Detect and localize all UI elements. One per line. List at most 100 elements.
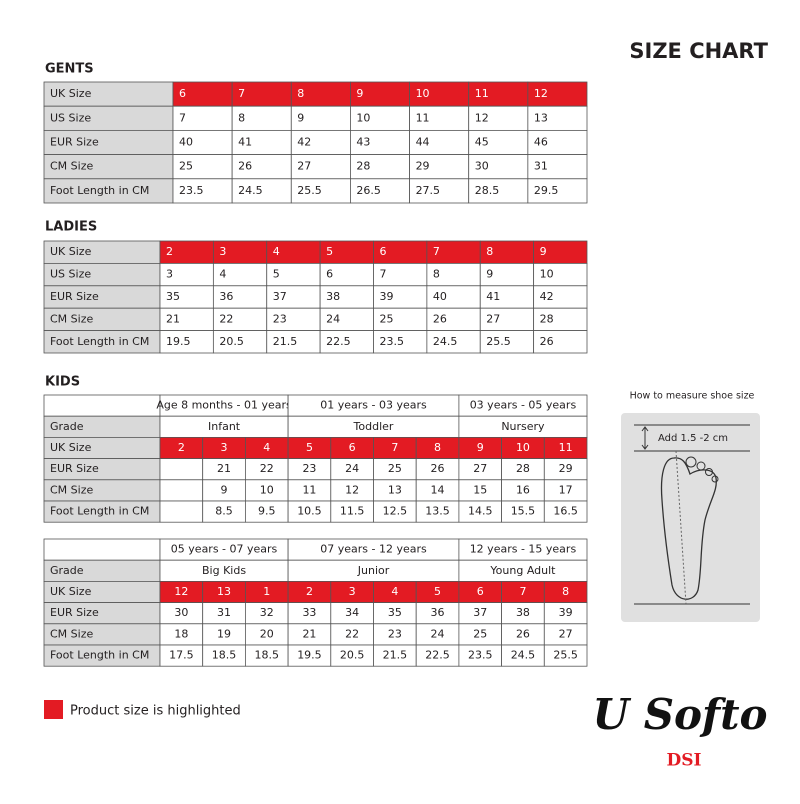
cell-text: 26 — [516, 627, 530, 640]
cell-text: 24 — [326, 312, 340, 325]
cell-text: 18 — [174, 627, 188, 640]
cell-text: 27 — [486, 312, 500, 325]
table-cell — [172, 129, 233, 155]
cell-text: CM Size — [50, 483, 93, 496]
cell-text: 03 years - 05 years — [470, 399, 577, 412]
cell-text: 25.5 — [486, 335, 511, 348]
cell-text: 6 — [349, 441, 356, 454]
cell-text: 12 — [475, 111, 489, 124]
cell-text: 41 — [238, 136, 252, 149]
table-cell — [172, 105, 233, 131]
cell-text: 23 — [388, 627, 402, 640]
cell-text: 6 — [179, 87, 186, 100]
cell-text: 9.5 — [258, 505, 276, 518]
cell-text: 18.5 — [255, 649, 280, 662]
cell-text: Grade — [50, 564, 84, 577]
cell-text: 16.5 — [553, 505, 578, 518]
cell-text: 21.5 — [273, 335, 298, 348]
cell-text: 8 — [297, 87, 304, 100]
cell-text: 21 — [217, 462, 231, 475]
cell-text: 25.5 — [553, 649, 578, 662]
table-cell — [468, 178, 529, 204]
table-cell — [543, 500, 588, 523]
cell-text: 28 — [356, 160, 370, 173]
cell-text: Toddler — [353, 420, 394, 433]
table-cell — [231, 178, 292, 204]
table-cell — [468, 105, 529, 131]
cell-text: CM Size — [50, 160, 93, 173]
cell-text: 39 — [559, 606, 573, 619]
page-title: SIZE CHART — [629, 39, 768, 63]
cell-text: 16 — [516, 483, 530, 496]
cell-text: 10 — [356, 111, 370, 124]
table-cell — [409, 81, 470, 107]
cell-text: 12 — [174, 585, 188, 598]
cell-text: 29 — [416, 160, 430, 173]
table-cell — [43, 178, 174, 204]
cell-text: 18.5 — [212, 649, 237, 662]
cell-text: 17.5 — [169, 649, 194, 662]
cell-text: 26 — [238, 160, 252, 173]
cell-text: Nursery — [501, 420, 545, 433]
arrow-heads — [641, 426, 649, 450]
cell-text: 36 — [219, 290, 233, 303]
cell-text: Big Kids — [202, 564, 246, 577]
cell-text: 4 — [391, 585, 398, 598]
cell-text: 29 — [559, 462, 573, 475]
legend-swatch — [44, 700, 63, 719]
cell-text: 10 — [416, 87, 430, 100]
toe — [705, 468, 713, 476]
measure-title: How to measure shoe size — [630, 391, 755, 402]
cell-text: 7 — [179, 111, 186, 124]
toe — [711, 475, 719, 483]
table-cell — [527, 129, 588, 155]
cell-text: Age 8 months - 01 years — [156, 399, 292, 412]
cell-text: 21.5 — [383, 649, 408, 662]
cell-text: 27 — [559, 627, 573, 640]
cell-text: 10 — [540, 268, 554, 281]
cell-text: 28.5 — [475, 184, 500, 197]
cell-text: 39 — [380, 290, 394, 303]
cell-text: Foot Length in CM — [50, 649, 149, 662]
cell-text: CM Size — [50, 312, 93, 325]
cell-text: 30 — [174, 606, 188, 619]
cell-text: 40 — [179, 136, 193, 149]
cell-text: 5 — [434, 585, 441, 598]
cell-text: 35 — [166, 290, 180, 303]
cell-text: 22.5 — [326, 335, 351, 348]
cell-text: 8 — [433, 268, 440, 281]
cell-text: 23 — [273, 312, 287, 325]
cell-text: 24 — [431, 627, 445, 640]
cell-text: 01 years - 03 years — [320, 399, 427, 412]
cell-text: 43 — [356, 136, 370, 149]
cell-text: 22 — [260, 462, 274, 475]
cell-text: 10.5 — [297, 505, 322, 518]
cell-text: 27 — [473, 462, 487, 475]
cell-text: Junior — [357, 564, 390, 577]
cell-text: 2 — [178, 441, 185, 454]
cell-text: 1 — [263, 585, 270, 598]
cell-text: 22.5 — [425, 649, 450, 662]
cell-text: 25 — [179, 160, 193, 173]
cell-text: 45 — [475, 136, 489, 149]
cell-text: 15.5 — [511, 505, 536, 518]
table-cell — [350, 105, 410, 131]
cell-text: 30 — [475, 160, 489, 173]
table-cell — [527, 178, 588, 204]
cell-text: 24.5 — [238, 184, 263, 197]
table-cell — [159, 479, 204, 502]
cell-text: 11 — [475, 87, 489, 100]
cell-text: 25 — [473, 627, 487, 640]
cell-text: 8 — [486, 245, 493, 258]
legend-text: Product size is highlighted — [70, 704, 241, 719]
cell-text: 26 — [433, 312, 447, 325]
cell-text: 27.5 — [416, 184, 441, 197]
cell-text: 31 — [217, 606, 231, 619]
cell-text: 27 — [297, 160, 311, 173]
cell-text: 9 — [486, 268, 493, 281]
cell-text: 8 — [562, 585, 569, 598]
cell-text: 46 — [534, 136, 548, 149]
cell-text: 12.5 — [383, 505, 408, 518]
cell-text: EUR Size — [50, 462, 99, 475]
cell-text: 38 — [326, 290, 340, 303]
